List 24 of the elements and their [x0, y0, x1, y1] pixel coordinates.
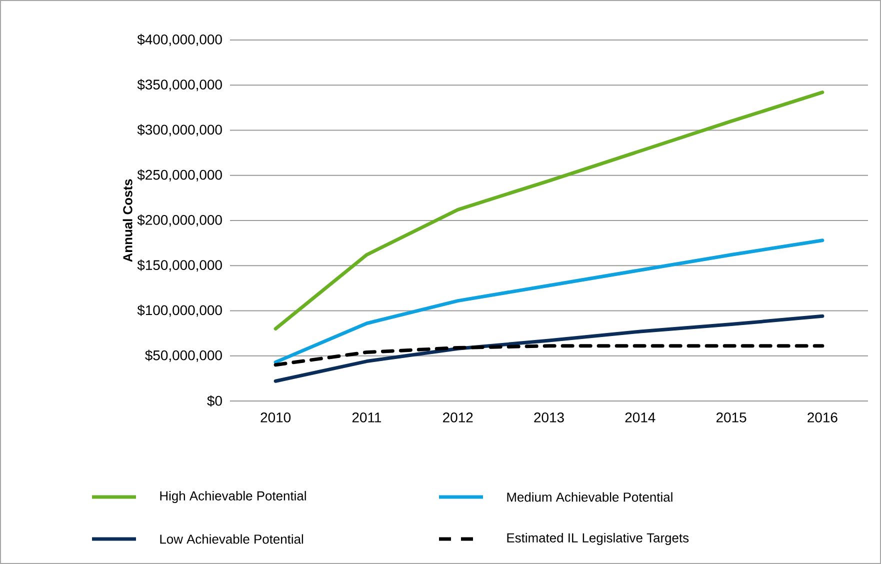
x-tick-label: 2012 — [443, 412, 473, 422]
y-tick-label: $350,000,000 — [137, 79, 222, 92]
x-tick-label: 2015 — [716, 412, 746, 422]
line-series — [274, 314, 824, 383]
y-tick-label: $150,000,000 — [137, 260, 222, 272]
x-tick-label: 2011 — [352, 412, 382, 422]
y-tick-label: $100,000,000 — [137, 304, 222, 317]
legend-label: High Achievable Potential — [160, 490, 306, 504]
x-tick-label: 2010 — [260, 412, 291, 422]
y-tick-label: $300,000,000 — [137, 124, 222, 136]
y-axis-title: Annual Costs — [122, 179, 132, 262]
legend-label: Low Achievable Potential — [160, 534, 304, 544]
line-series — [274, 238, 824, 364]
y-tick-label: $200,000,000 — [137, 214, 222, 227]
y-tick-label: $0 — [207, 395, 222, 407]
legend-label: Estimated IL Legislative Targets — [507, 532, 689, 546]
x-tick-label: 2013 — [534, 412, 564, 422]
legend-label: Medium Achievable Potential — [507, 492, 672, 502]
y-tick-label: $50,000,000 — [145, 350, 222, 362]
line-series — [274, 90, 824, 331]
x-tick-label: 2016 — [808, 412, 838, 422]
x-tick-label: 2014 — [625, 412, 656, 422]
y-tick-label: $250,000,000 — [137, 169, 222, 182]
y-tick-label: $400,000,000 — [137, 34, 222, 46]
